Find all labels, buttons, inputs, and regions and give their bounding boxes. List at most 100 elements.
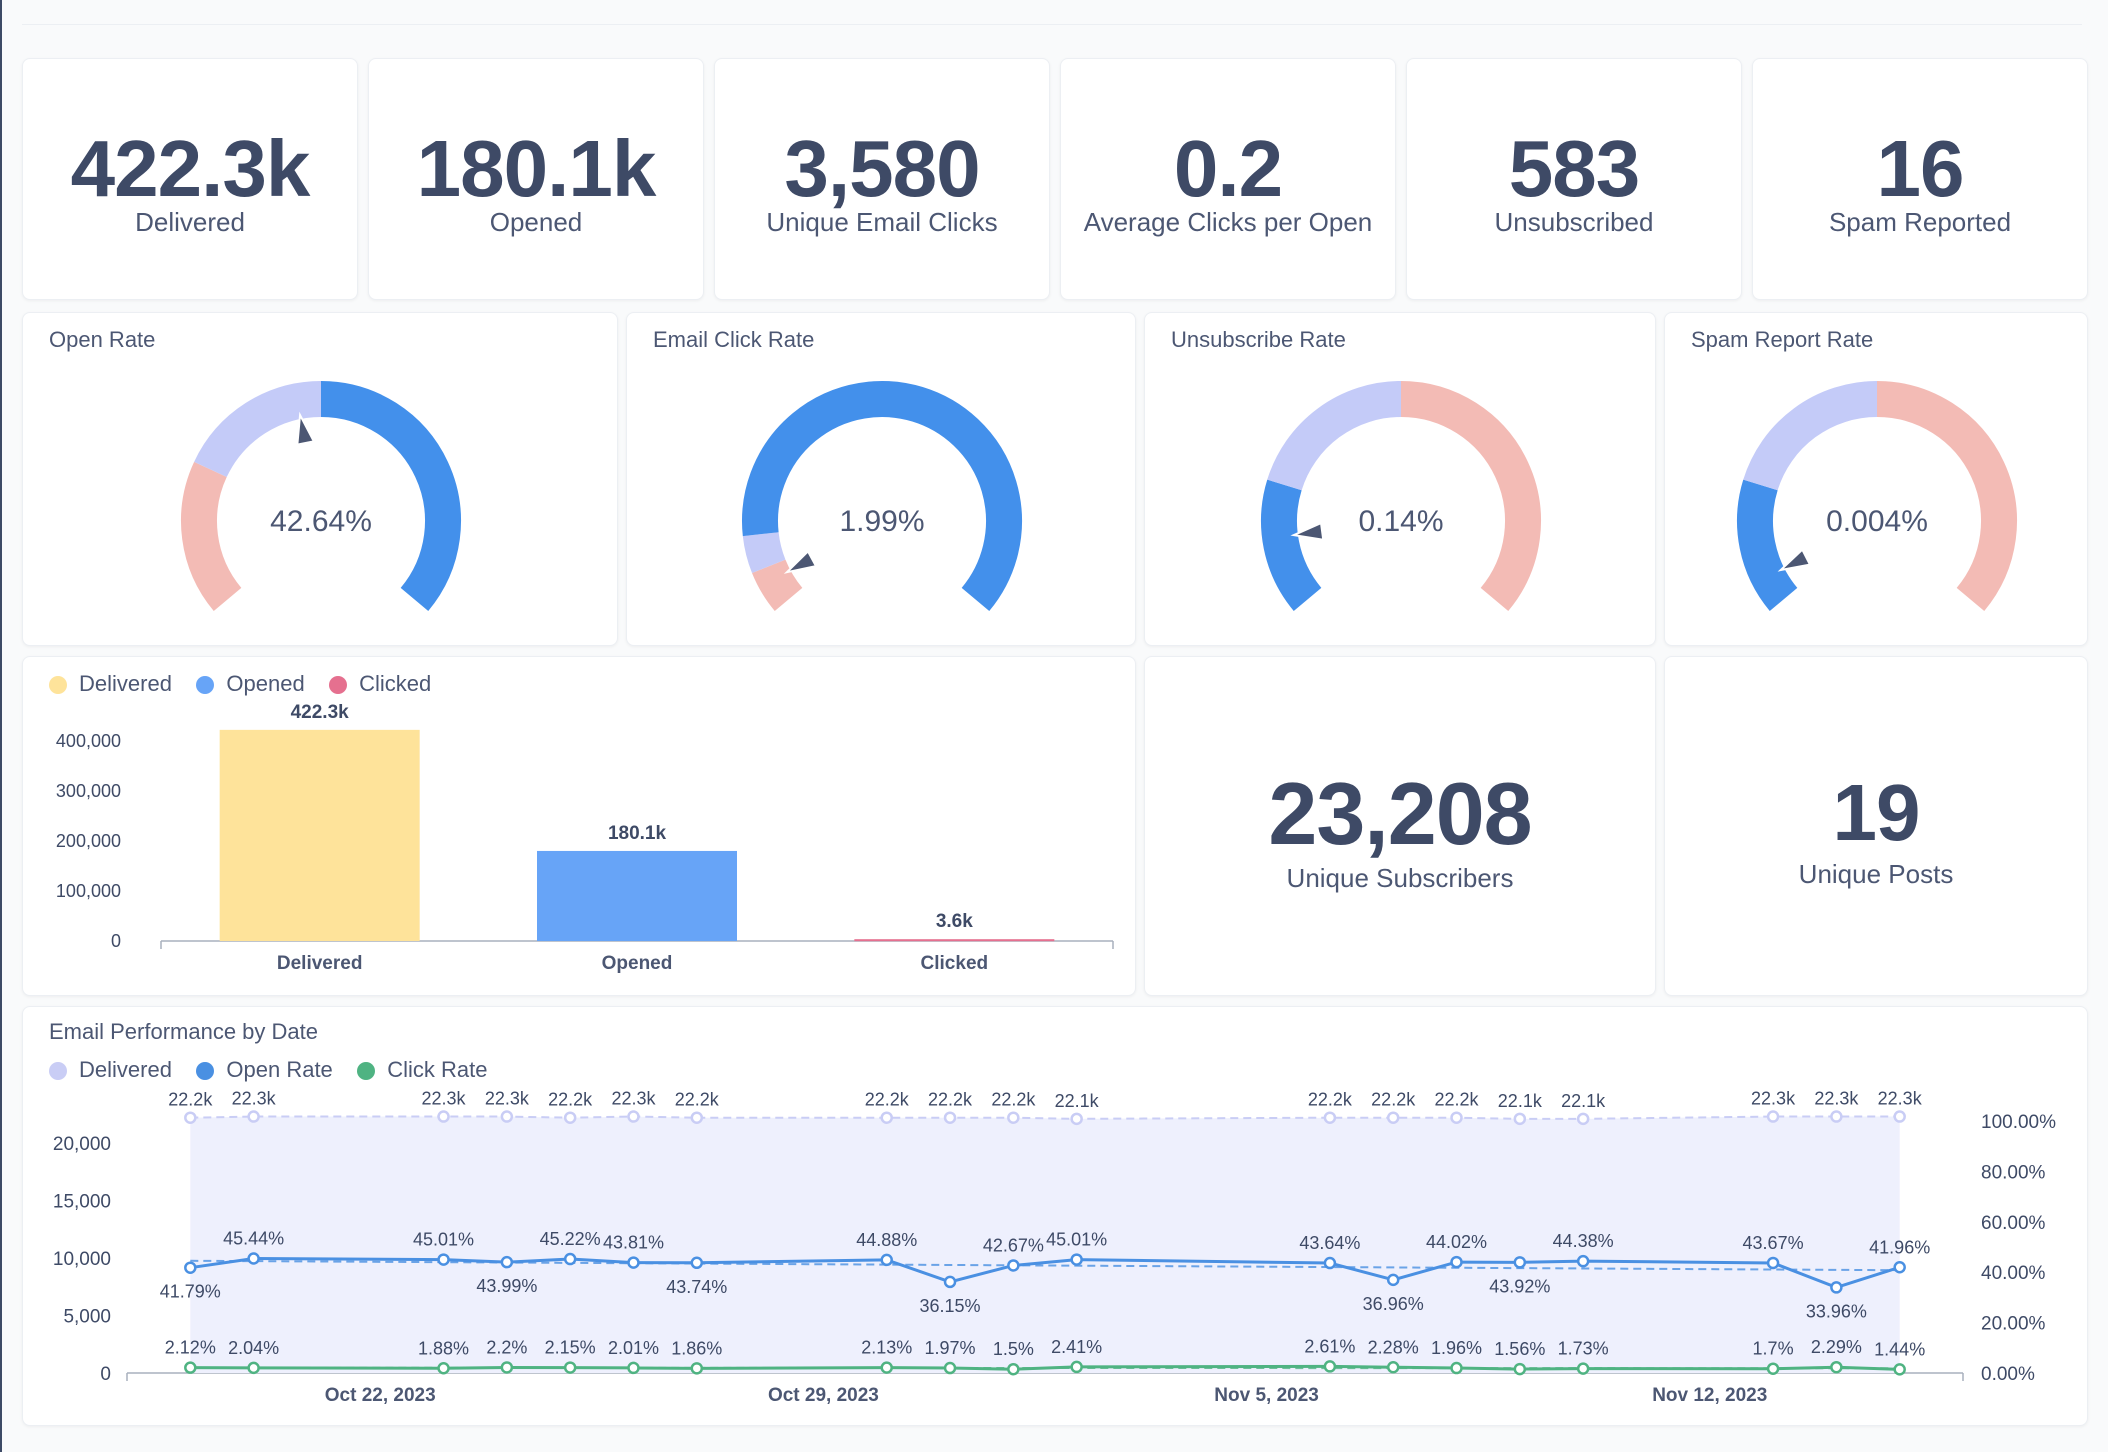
y-tick-label-right: 20.00% xyxy=(1981,1314,2046,1335)
legend-item-delivered[interactable]: Delivered xyxy=(49,671,172,697)
scalar-card-unsubscribed[interactable]: 583 Unsubscribed xyxy=(1406,58,1742,300)
scalar-card-spam-reported[interactable]: 16 Spam Reported xyxy=(1752,58,2088,300)
data-point xyxy=(247,1110,260,1123)
bar-chart: 400,000 300,000 200,000 100,000 0 422.3k Deliv… xyxy=(56,702,1114,974)
gauge-open-rate: 42.64% xyxy=(181,381,461,611)
scalar-label: Unique Subscribers xyxy=(1286,863,1514,893)
data-point xyxy=(1386,1111,1400,1124)
y-tick-label-left: 0 xyxy=(100,1364,111,1385)
legend-item-click-rate[interactable]: Click Rate xyxy=(357,1057,488,1083)
legend-item-delivered[interactable]: Delivered xyxy=(49,1057,172,1083)
gauge-segment xyxy=(320,381,461,611)
y-tick-label: 200,000 xyxy=(56,831,121,851)
data-label: 22.2k xyxy=(548,1090,593,1110)
data-point xyxy=(1450,1111,1463,1124)
gauge-segment xyxy=(194,381,322,478)
data-point xyxy=(1070,1360,1083,1374)
data-label: 1.5% xyxy=(993,1339,1034,1359)
data-label: 1.44% xyxy=(1874,1339,1925,1359)
window-left-edge xyxy=(0,0,2,1452)
data-point xyxy=(500,1255,514,1269)
gauge-card-email-click-rate[interactable]: Email Click Rate 1.99% xyxy=(626,312,1136,646)
data-point xyxy=(690,1111,704,1124)
scalar-card-unique-subscribers[interactable]: 23,208 Unique Subscribers xyxy=(1144,656,1656,996)
scalar-value: 422.3k xyxy=(70,124,311,213)
legend-label: Click Rate xyxy=(387,1057,488,1082)
gauge-pointer xyxy=(1777,548,1812,572)
gauge-card-open-rate[interactable]: Open Rate 42.64% xyxy=(22,312,618,646)
data-point xyxy=(1766,1110,1780,1123)
data-label: 22.2k xyxy=(1434,1090,1479,1110)
data-point xyxy=(1766,1256,1780,1270)
data-point xyxy=(1450,1255,1463,1269)
data-point xyxy=(690,1256,704,1270)
x-tick-label: Oct 29, 2023 xyxy=(768,1385,879,1406)
legend-dot xyxy=(49,1062,67,1081)
data-point xyxy=(437,1110,450,1123)
data-label: 22.2k xyxy=(1308,1090,1353,1110)
data-label: 45.44% xyxy=(223,1228,284,1248)
bar-value-label: 3.6k xyxy=(936,911,973,932)
data-point xyxy=(1513,1112,1527,1126)
gauge-card-unsubscribe-rate[interactable]: Unsubscribe Rate 0.14% xyxy=(1144,312,1656,646)
gauge-email-click-rate: 1.99% xyxy=(742,381,1022,611)
data-label: 22.2k xyxy=(168,1090,213,1110)
scalar-card-delivered[interactable]: 422.3k Delivered xyxy=(22,58,358,300)
data-point xyxy=(1893,1261,1906,1274)
scalar-card-unique-posts[interactable]: 19 Unique Posts xyxy=(1664,656,2088,996)
scalar-value: 180.1k xyxy=(416,124,657,213)
scalar-card-unique-email-clicks[interactable]: 3,580 Unique Email Clicks xyxy=(714,58,1050,300)
data-point xyxy=(880,1253,893,1267)
data-label: 45.01% xyxy=(1046,1230,1107,1250)
x-tick-label: Delivered xyxy=(277,953,363,974)
gauge-value: 0.14% xyxy=(1358,505,1443,538)
x-tick-label: Oct 22, 2023 xyxy=(325,1385,436,1406)
data-label: 43.92% xyxy=(1489,1276,1550,1296)
x-tick-label: Opened xyxy=(602,953,673,974)
gauge-segment xyxy=(181,461,242,611)
data-label: 22.3k xyxy=(422,1089,467,1109)
scalar-card-opened[interactable]: 180.1k Opened xyxy=(368,58,704,300)
y-tick-label: 0 xyxy=(111,931,121,951)
legend-item-open-rate[interactable]: Open Rate xyxy=(196,1057,333,1083)
email-performance-card[interactable]: Email Performance by Date Delivered Open… xyxy=(22,1006,2088,1426)
data-label: 2.13% xyxy=(861,1338,912,1358)
data-label: 22.3k xyxy=(232,1089,277,1109)
scalar-value: 23,208 xyxy=(1268,764,1532,863)
data-label: 41.79% xyxy=(160,1282,221,1302)
data-label: 1.97% xyxy=(925,1338,976,1358)
data-label: 2.12% xyxy=(165,1338,216,1358)
data-label: 1.88% xyxy=(418,1338,469,1358)
gauge-spam-report-rate: 0.004% xyxy=(1737,381,2017,611)
bar-chart-card[interactable]: Delivered Opened Clicked 400,000 300,000 2… xyxy=(22,656,1136,996)
data-point xyxy=(627,1256,640,1269)
data-label: 43.74% xyxy=(666,1277,727,1297)
gauge-card-spam-report-rate[interactable]: Spam Report Rate 0.004% xyxy=(1664,312,2088,646)
scalar-card-average-clicks-per-open[interactable]: 0.2 Average Clicks per Open xyxy=(1060,58,1396,300)
legend-item-opened[interactable]: Opened xyxy=(196,671,305,697)
data-label: 2.01% xyxy=(608,1338,659,1358)
gauge-segment xyxy=(742,381,1022,611)
data-label: 2.2% xyxy=(486,1337,527,1357)
data-label: 41.96% xyxy=(1869,1237,1930,1257)
legend-item-clicked[interactable]: Clicked xyxy=(329,671,431,697)
data-point xyxy=(1576,1362,1590,1375)
scalar-label: Spam Reported xyxy=(1828,207,2012,237)
y-tick-label: 400,000 xyxy=(56,731,121,751)
data-point xyxy=(1007,1259,1020,1272)
data-label: 43.99% xyxy=(476,1276,537,1296)
data-point xyxy=(247,1252,260,1265)
data-point xyxy=(184,1111,197,1124)
gauge-pointer xyxy=(296,411,316,446)
bar-opened xyxy=(537,850,737,941)
data-point xyxy=(1070,1253,1083,1266)
line-chart: 20,000 15,000 10,000 5,000 0 100.00% 80.00% 60.… xyxy=(53,1089,2056,1406)
data-point xyxy=(627,1361,640,1375)
data-point xyxy=(1830,1110,1843,1123)
data-label: 22.3k xyxy=(485,1089,530,1109)
data-point xyxy=(563,1361,577,1374)
data-label: 1.96% xyxy=(1431,1338,1482,1358)
data-point xyxy=(247,1361,260,1375)
scalar-value: 583 xyxy=(1508,124,1640,213)
data-label: 44.38% xyxy=(1553,1231,1614,1251)
